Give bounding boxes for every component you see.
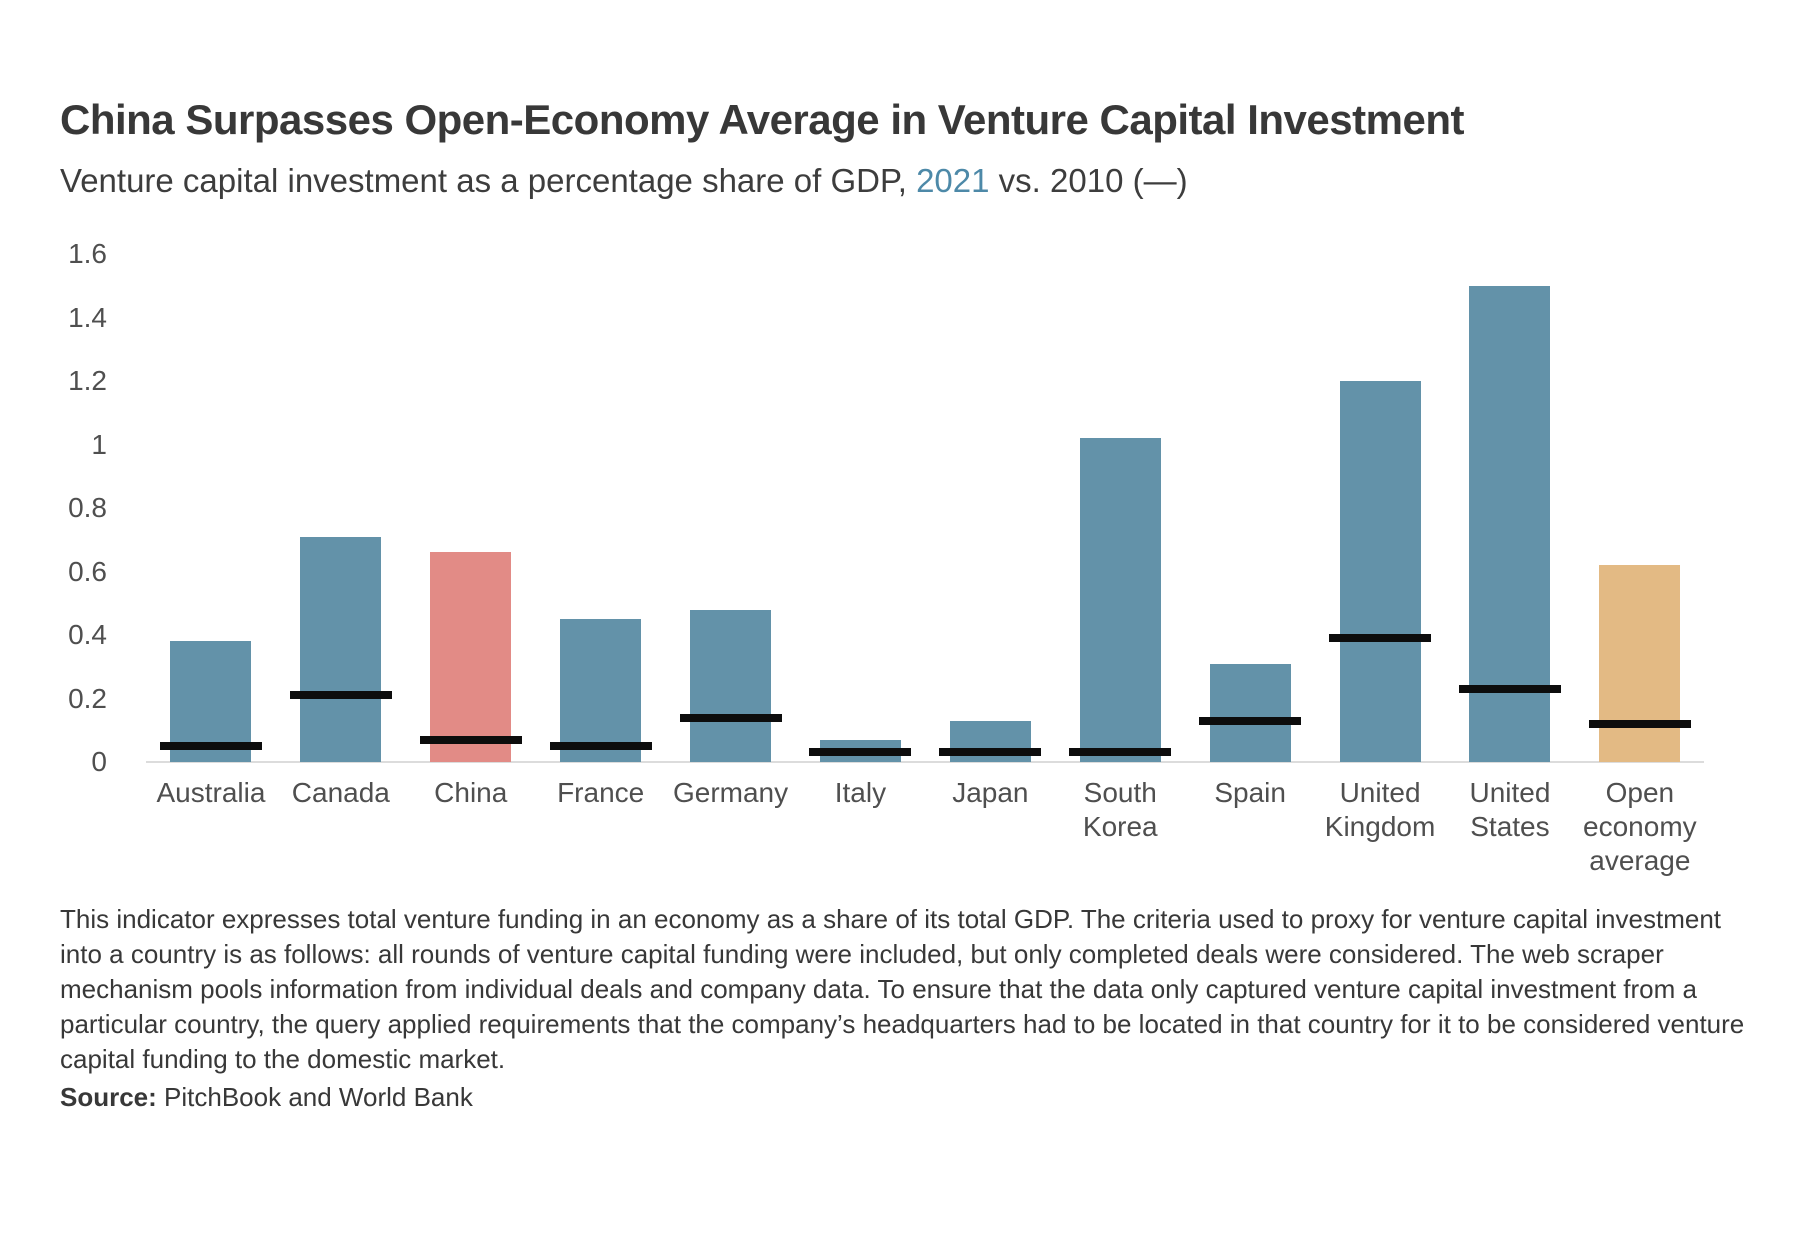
marker-2010-spain	[1199, 716, 1302, 725]
y-axis-tick-1.2: 1.2	[68, 365, 107, 396]
x-axis-label-japan: Japan	[952, 777, 1029, 808]
chart-source: Source: PitchBook and World Bank	[60, 1082, 1752, 1113]
chart-subtitle: Venture capital investment as a percenta…	[60, 162, 1760, 200]
bar-2021-china	[430, 552, 512, 762]
y-axis-tick-0.4: 0.4	[68, 619, 107, 650]
bar-2021-germany	[690, 609, 772, 762]
subtitle-prefix: Venture capital investment as a percenta…	[60, 162, 917, 199]
marker-2010-united-states	[1458, 684, 1561, 693]
x-axis-label-italy: Italy	[834, 777, 887, 808]
x-axis-label-australia: Australia	[156, 777, 266, 808]
source-label: Source:	[60, 1082, 157, 1112]
x-axis-label-france: France	[557, 777, 645, 808]
marker-2010-canada	[289, 691, 392, 700]
y-axis-tick-0.6: 0.6	[68, 555, 107, 587]
marker-2010-italy	[809, 748, 912, 757]
bar-2021-spain	[1209, 663, 1291, 762]
y-axis-tick-1.6: 1.6	[68, 238, 107, 269]
subtitle-suffix: vs. 2010 (—)	[989, 162, 1188, 199]
x-axis-label-germany: Germany	[672, 777, 789, 808]
chart-notes: This indicator expresses total venture f…	[60, 904, 1745, 1074]
bar-2021-united-states	[1469, 285, 1551, 762]
marker-2010-china	[419, 735, 522, 744]
bar-2021-australia	[170, 641, 252, 762]
bar-2021-south-korea	[1079, 438, 1161, 762]
marker-2010-open-economy-average	[1588, 719, 1691, 728]
marker-2010-france	[549, 742, 652, 751]
marker-2010-united-kingdom	[1329, 634, 1432, 643]
source-text: PitchBook and World Bank	[156, 1082, 473, 1112]
x-axis-label-united-states: United States	[1469, 777, 1551, 842]
x-axis-baseline	[146, 761, 1704, 763]
marker-2010-south-korea	[1069, 748, 1172, 757]
y-axis-tick-0.8: 0.8	[68, 492, 107, 523]
marker-2010-australia	[159, 742, 262, 751]
bar-2021-open-economy-average	[1599, 565, 1681, 762]
x-axis-label-china: China	[434, 777, 508, 808]
y-axis-tick-1.4: 1.4	[68, 301, 107, 333]
x-axis-label-spain: Spain	[1214, 777, 1286, 808]
subtitle-year-2021: 2021	[916, 162, 990, 199]
x-axis-label-united-kingdom: United Kingdom	[1324, 777, 1436, 842]
y-axis-tick-0.2: 0.2	[68, 682, 107, 714]
x-axis-label-canada: Canada	[291, 777, 390, 808]
bar-2021-united-kingdom	[1339, 381, 1421, 762]
bar-2021-canada	[300, 536, 382, 762]
marker-2010-japan	[939, 748, 1042, 757]
y-axis-tick-0: 0	[91, 746, 107, 777]
x-axis-label-south-korea: South Korea	[1082, 777, 1158, 842]
x-axis-label-open-economy-average: Open economy average	[1583, 777, 1697, 876]
bar-2021-france	[560, 619, 642, 762]
marker-2010-germany	[679, 713, 782, 722]
page-title: China Surpasses Open-Economy Average in …	[60, 96, 1464, 143]
y-axis-tick-1: 1	[91, 428, 107, 460]
